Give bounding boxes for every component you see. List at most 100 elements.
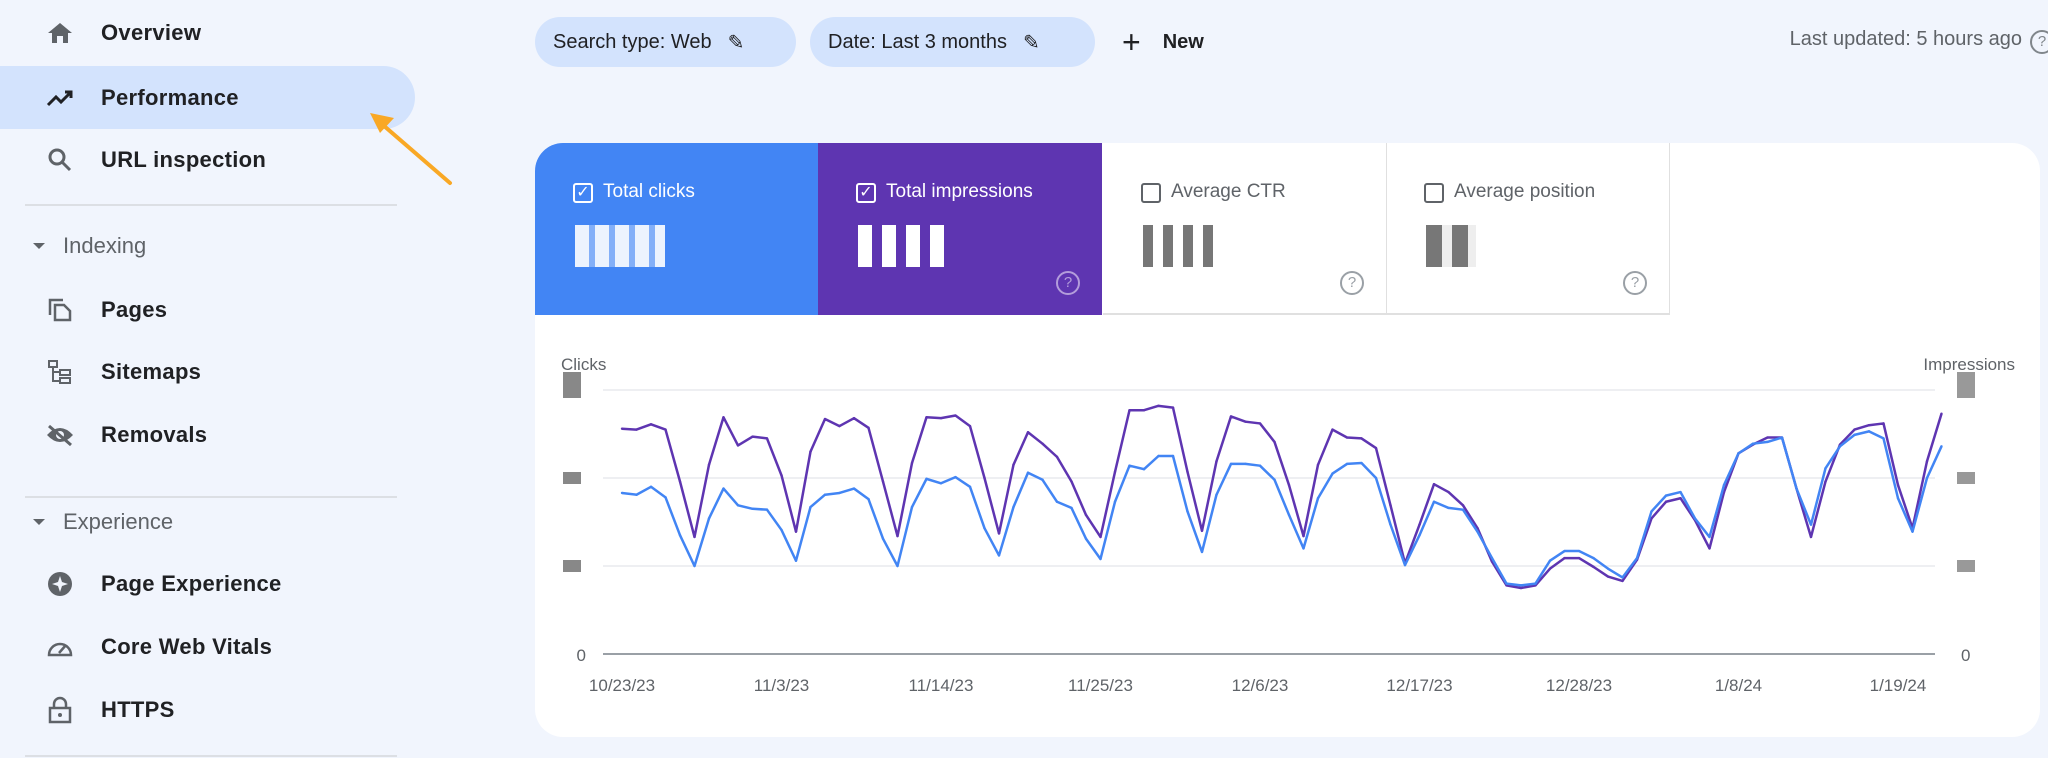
caret-down-icon	[33, 519, 45, 525]
clicks-data-point	[1287, 513, 1291, 517]
impressions-data-point	[1171, 406, 1175, 409]
search-type-filter-chip[interactable]: Search type: Web ✎	[535, 17, 796, 67]
clicks-data-point	[1360, 461, 1363, 465]
metric-label: Total impressions	[886, 181, 1033, 202]
pencil-icon: ✎	[727, 31, 745, 54]
section-indexing[interactable]: Indexing	[33, 233, 146, 259]
clicks-data-point	[1490, 556, 1494, 560]
metric-tile-total-impressions[interactable]: ✓ Total impressions ?	[818, 143, 1102, 315]
metric-tile-average-ctr[interactable]: Average CTR ?	[1103, 143, 1387, 315]
divider	[25, 204, 397, 206]
clicks-data-point	[983, 526, 986, 530]
chip-label: Date: Last 3 months	[828, 30, 1007, 53]
x-tick-label: 11/14/23	[909, 676, 974, 695]
clicks-data-point	[736, 504, 740, 507]
sidebar-item-label: URL inspection	[101, 147, 267, 172]
redacted-tick-label	[563, 372, 581, 398]
clicks-data-point	[925, 477, 928, 481]
clicks-data-point	[867, 497, 870, 501]
sidebar-item-pages[interactable]: Pages	[0, 279, 415, 341]
clicks-data-point	[1737, 452, 1740, 455]
clicks-series-line[interactable]	[621, 430, 1943, 587]
impressions-data-point	[1606, 575, 1610, 578]
clicks-data-point	[1026, 471, 1030, 474]
impressions-series-line[interactable]	[621, 404, 1943, 590]
new-filter-button[interactable]: + New	[1122, 17, 1204, 67]
help-icon[interactable]: ?	[1340, 271, 1364, 295]
clicks-data-point	[997, 554, 1001, 557]
impressions-data-point	[1621, 579, 1624, 583]
checkbox-unchecked-icon[interactable]	[1141, 183, 1161, 203]
lock-icon	[44, 694, 76, 726]
checkbox-checked-icon[interactable]: ✓	[573, 183, 593, 203]
search-icon	[44, 144, 76, 176]
help-icon[interactable]: ?	[1623, 271, 1647, 295]
redacted-tick-label	[563, 560, 581, 572]
checkbox-unchecked-icon[interactable]	[1424, 183, 1444, 203]
x-tick-label: 1/19/24	[1870, 676, 1927, 695]
sidebar-item-label: HTTPS	[101, 697, 175, 722]
clicks-data-point	[765, 508, 769, 511]
clicks-data-point	[649, 485, 653, 488]
clicks-data-point	[1940, 445, 1943, 448]
metric-label: Average CTR	[1171, 181, 1286, 202]
sidebar-item-overview[interactable]: Overview	[0, 2, 415, 64]
impressions-data-point	[1896, 483, 1900, 487]
clicks-data-point	[1824, 467, 1827, 470]
impressions-data-point	[1055, 455, 1059, 459]
sidebar-item-https[interactable]: HTTPS	[0, 679, 415, 741]
help-icon[interactable]: ?	[2030, 30, 2048, 54]
checkbox-checked-icon[interactable]: ✓	[856, 183, 876, 203]
clicks-data-point	[780, 528, 783, 532]
metric-tile-average-position[interactable]: Average position ?	[1386, 143, 1670, 315]
impressions-data-point	[736, 444, 740, 447]
sidebar-item-label: Performance	[101, 84, 239, 110]
clicks-data-point	[1345, 462, 1349, 466]
impressions-data-point	[1215, 460, 1218, 463]
performance-chart: Clicks Impressions 0 0 10/23/23 11/3/23 11…	[561, 355, 2015, 695]
sidebar-item-removals[interactable]: Removals	[0, 404, 415, 466]
left-tick-label: 0	[577, 646, 586, 665]
sidebar-item-core-web-vitals[interactable]: Core Web Vitals	[0, 616, 415, 678]
sidebar-item-sitemaps[interactable]: Sitemaps	[0, 341, 415, 403]
sidebar-item-page-experience[interactable]: Page Experience	[0, 553, 415, 615]
divider	[25, 496, 397, 498]
metric-label: Average position	[1454, 181, 1596, 202]
impressions-data-point	[1244, 420, 1247, 423]
impressions-data-point	[925, 416, 928, 419]
new-label: New	[1162, 30, 1204, 53]
clicks-data-point	[1012, 505, 1015, 509]
section-experience[interactable]: Experience	[33, 509, 173, 535]
impressions-data-point	[1012, 463, 1015, 466]
sidebar: Overview Performance URL inspection Inde…	[0, 0, 430, 758]
sidebar-item-label: Core Web Vitals	[101, 634, 273, 659]
impressions-data-point	[635, 428, 638, 431]
sidebar-item-performance[interactable]: Performance	[0, 66, 415, 129]
clicks-data-point	[1403, 563, 1407, 567]
impressions-data-point	[1577, 556, 1581, 560]
impressions-data-point	[1113, 470, 1117, 474]
help-icon[interactable]: ?	[1056, 271, 1080, 295]
clicks-data-point	[1476, 530, 1479, 533]
clicks-data-point	[1128, 464, 1131, 467]
clicks-data-point	[896, 564, 899, 568]
clicks-data-point	[1070, 506, 1073, 510]
eye-off-icon	[44, 419, 76, 451]
date-filter-chip[interactable]: Date: Last 3 months ✎	[810, 17, 1095, 67]
metric-tile-total-clicks[interactable]: ✓ Total clicks	[535, 143, 819, 315]
impressions-data-point	[1084, 513, 1088, 517]
impressions-data-point	[1664, 500, 1668, 503]
impressions-data-point	[1548, 567, 1552, 570]
sidebar-item-url-inspection[interactable]: URL inspection	[0, 129, 415, 191]
clicks-data-point	[1809, 523, 1813, 526]
trending-up-icon	[44, 82, 76, 114]
impressions-data-point	[1519, 586, 1523, 590]
clicks-data-point	[1157, 454, 1160, 458]
impressions-data-point	[1389, 504, 1392, 507]
clicks-data-point	[1853, 433, 1856, 437]
impressions-data-point	[1099, 535, 1102, 539]
clicks-data-point	[1113, 500, 1117, 503]
clicks-data-point	[1229, 462, 1233, 466]
impressions-data-point	[997, 532, 1001, 535]
sidebar-item-label: Overview	[101, 20, 202, 45]
